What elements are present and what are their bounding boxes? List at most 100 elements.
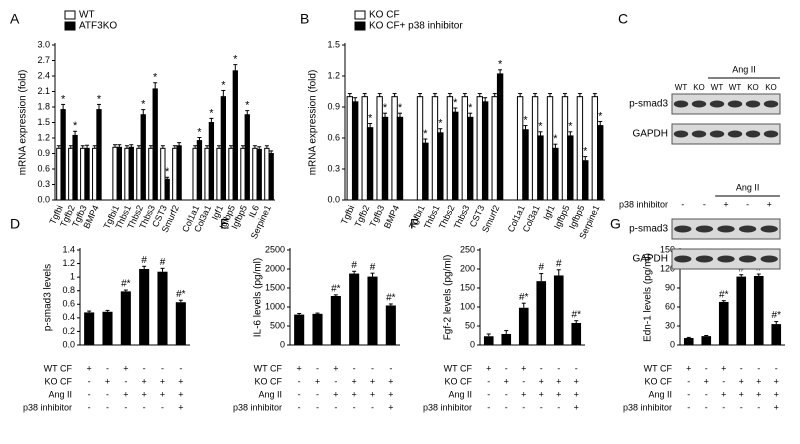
bar (346, 96, 353, 201)
condition-sign: + (574, 376, 579, 386)
y-tick-label: 200 (460, 263, 475, 273)
bar (391, 96, 398, 201)
condition-sign: - (161, 402, 164, 412)
bar (56, 147, 62, 201)
y-axis-label: mRNA expression (fold) (18, 70, 29, 176)
condition-sign: - (88, 376, 91, 386)
y-tick-label: 0 (670, 339, 675, 349)
significance-mark: * (245, 100, 250, 112)
legend-swatch (64, 10, 76, 20)
bar (232, 70, 238, 201)
panel-letter: D (10, 216, 20, 232)
condition-sign: + (105, 376, 110, 386)
bar (228, 147, 234, 201)
bar (116, 146, 122, 201)
panel-letter: G (610, 216, 621, 232)
y-tick-label: 500 (270, 320, 285, 330)
condition-name: Ang II (448, 389, 472, 399)
condition-sign: + (370, 376, 375, 386)
significance-mark: #* (331, 283, 341, 294)
bar (244, 114, 250, 201)
condition-sign: + (87, 363, 92, 373)
bar (120, 291, 131, 345)
bar (422, 142, 429, 201)
condition-sign: - (316, 389, 319, 399)
bar (452, 111, 459, 201)
bar (576, 96, 584, 201)
significance-mark: #* (572, 309, 582, 320)
bar (172, 147, 178, 201)
condition-name: KO CF (44, 376, 72, 386)
panel-letter: C (618, 11, 628, 27)
y-tick-label: 50 (465, 320, 475, 330)
bar (60, 109, 66, 201)
condition-sign: + (178, 389, 183, 399)
legend-swatch (354, 21, 366, 31)
condition-name: p38 inhibitor (623, 402, 672, 412)
condition-sign: - (540, 402, 543, 412)
blot-band (760, 225, 778, 233)
condition-name: p38 inhibitor (423, 402, 472, 412)
blot-band (738, 225, 757, 233)
y-tick-label: 0 (470, 339, 475, 349)
condition-sign: - (143, 363, 146, 373)
bar (148, 147, 154, 201)
y-tick-label: 90 (665, 282, 675, 292)
bar (446, 96, 454, 201)
y-tick-label: 0.9 (327, 101, 340, 111)
significance-mark: # (351, 260, 357, 271)
bar (381, 116, 389, 201)
panel-letter: E (220, 216, 229, 232)
condition-sign: - (757, 363, 760, 373)
bar (139, 269, 150, 345)
y-axis-label: IL-6 levels (pg/ml) (253, 258, 264, 337)
blot-row-label: p-smad3 (629, 224, 668, 235)
bar (208, 122, 215, 201)
y-tick-label: 250 (460, 244, 475, 254)
condition-sign: - (740, 402, 743, 412)
significance-mark: # (370, 262, 376, 273)
blot-band (745, 130, 761, 138)
legend-swatch (64, 21, 76, 31)
y-tick-label: 0 (280, 339, 285, 349)
condition-name: WT CF (254, 363, 283, 373)
treatment-label: Ang II (732, 64, 756, 74)
blot-row-label: GAPDH (632, 254, 668, 265)
condition-sign: + (388, 376, 393, 386)
blot-band (745, 100, 761, 108)
condition-name: Ang II (648, 389, 672, 399)
y-tick-label: 2.1 (37, 86, 50, 96)
condition-sign: - (775, 363, 778, 373)
condition-sign: - (487, 389, 490, 399)
y-tick-label: 0.3 (327, 163, 340, 173)
legend-swatch (354, 10, 366, 20)
panel-letter: A (10, 11, 20, 27)
bar (175, 302, 186, 345)
blot-band (673, 100, 689, 108)
condition-sign: + (556, 389, 561, 399)
bar (102, 311, 113, 345)
bar (567, 135, 574, 201)
lane-label: - (681, 199, 684, 209)
significance-mark: # (556, 258, 562, 269)
bar (561, 96, 569, 201)
condition-sign: - (371, 402, 374, 412)
significance-mark: * (423, 128, 428, 140)
bar (491, 96, 498, 201)
bar (351, 101, 359, 201)
significance-mark: * (221, 79, 226, 91)
condition-sign: - (106, 363, 109, 373)
condition-sign: - (505, 402, 508, 412)
bar (597, 125, 604, 201)
bar (771, 324, 782, 345)
y-tick-label: 0.3 (37, 179, 50, 189)
y-tick-label: 150 (660, 244, 675, 254)
bar (204, 147, 210, 201)
significance-mark: * (538, 121, 543, 133)
y-tick-label: 0.6 (62, 299, 75, 309)
y-tick-label: 0.0 (62, 339, 75, 349)
condition-sign: + (160, 389, 165, 399)
condition-sign: + (721, 363, 726, 373)
lane-label: KO (693, 83, 705, 92)
lane-label: + (723, 199, 728, 209)
